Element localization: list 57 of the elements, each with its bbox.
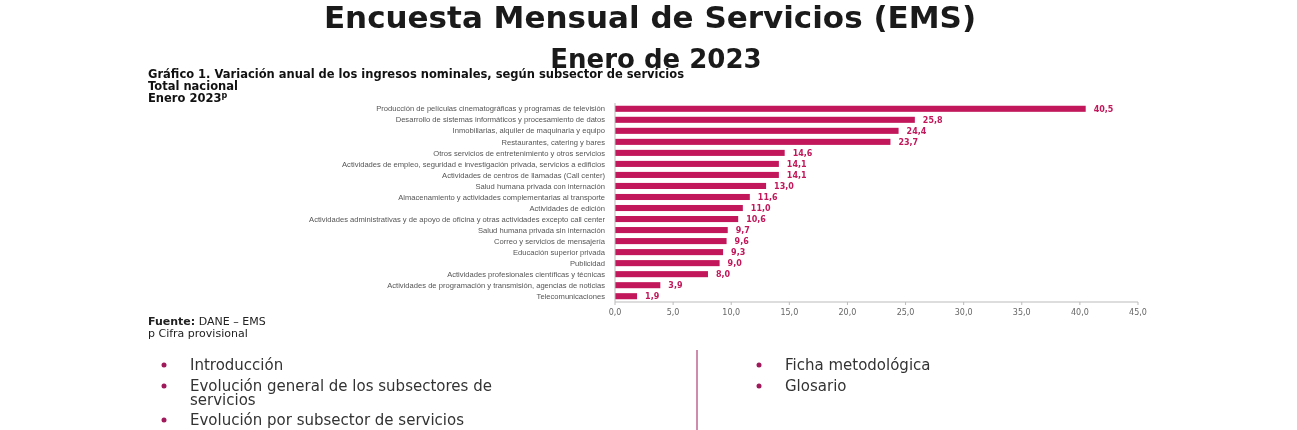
data-label: 25,8 [922, 115, 944, 125]
data-label: 1,9 [645, 292, 660, 302]
data-label: 9,0 [727, 258, 743, 268]
data-label: 14,6 [792, 148, 813, 158]
bar [615, 271, 708, 278]
x-tick-label: 20,0 [838, 308, 857, 317]
bar [615, 282, 661, 289]
x-tick-label: 5,0 [666, 308, 680, 317]
data-label: 3,9 [668, 280, 683, 290]
bar [615, 171, 779, 178]
data-label: 9,3 [731, 247, 746, 257]
bar [615, 293, 638, 300]
bar [615, 216, 739, 223]
bar [615, 249, 724, 256]
x-tick-label: 30,0 [954, 308, 973, 317]
text: p Cifra provisional [148, 327, 248, 340]
x-tick-label: 15,0 [780, 308, 799, 317]
x-tick-label: 45,0 [1129, 308, 1147, 317]
text: Evolución general de los subsectores de servicios [190, 377, 492, 409]
text: Gráfico 1. Variación anual de los ingresos nominales, según subsector de servicios [148, 67, 685, 81]
x-tick-label: 25,0 [896, 308, 915, 317]
text: Enero 2023$^{p}$ [148, 90, 228, 105]
x-tick-label: 10,0 [722, 308, 741, 317]
bar [615, 182, 767, 189]
data-label: 10,6 [746, 214, 767, 224]
text: Total nacional [148, 79, 238, 93]
data-label: 11,6 [757, 192, 778, 202]
bar [615, 227, 728, 234]
data-label: 13,0 [774, 181, 795, 191]
x-tick-label: 35,0 [1012, 308, 1031, 317]
x-tick-label: 40,0 [1070, 308, 1089, 317]
source-note: Fuente: DANE – EMS [148, 315, 266, 328]
chart-title: Encuesta Mensual de Servicios (EMS) [323, 0, 977, 35]
bar [615, 160, 779, 167]
data-label: 24,4 [906, 126, 927, 136]
bar [615, 116, 915, 123]
bar [615, 238, 727, 245]
data-label: 9,7 [735, 225, 750, 235]
text: Introducción [190, 356, 284, 374]
bar [615, 193, 750, 201]
data-label: 8,0 [715, 269, 731, 279]
data-label: 9,6 [734, 236, 750, 246]
text: Glosario [785, 377, 847, 395]
bar [615, 127, 899, 134]
bar [615, 149, 785, 156]
text: Evolución por subsector de servicios [190, 411, 465, 429]
data-label: 14,1 [786, 170, 808, 180]
bar [615, 204, 743, 212]
data-label: 40,5 [1093, 104, 1114, 114]
data-label: 14,1 [786, 159, 808, 169]
text: Ficha metodológica [785, 356, 931, 374]
bar [615, 138, 891, 145]
bar [615, 260, 720, 267]
bar [615, 105, 1086, 112]
x-tick-label: 0,0 [608, 308, 622, 317]
data-label: 23,7 [898, 137, 919, 147]
data-label: 11,0 [750, 203, 772, 213]
